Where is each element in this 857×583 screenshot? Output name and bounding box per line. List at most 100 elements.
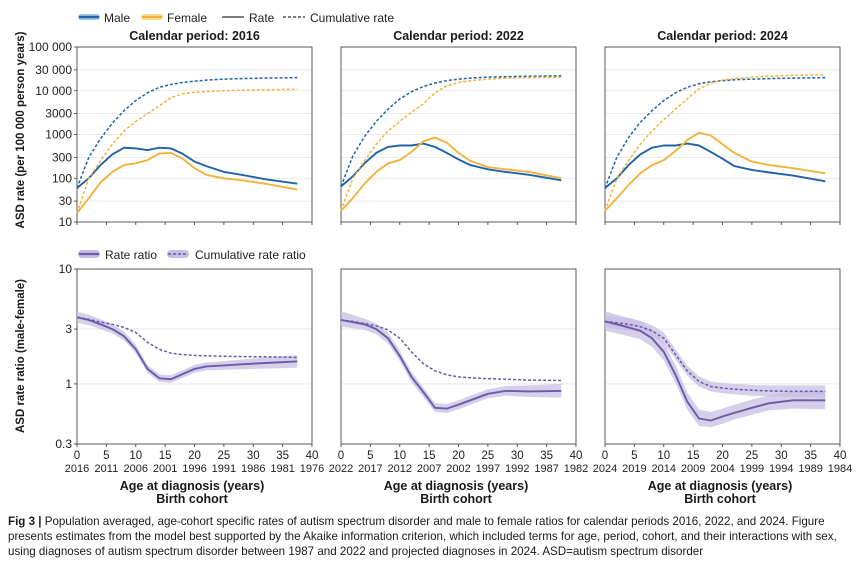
x-tick-label: 35: [804, 450, 817, 462]
x-cohort-tick-label: 1976: [300, 463, 324, 475]
x-cohort-tick-label: 2006: [124, 463, 148, 475]
figure-canvas: Male Female Rate Cumulative rate Rate ra…: [15, 11, 852, 506]
x-cohort-tick-label: 1992: [505, 463, 529, 475]
x-tick-label: 15: [159, 450, 172, 462]
series-line: [76, 76, 298, 189]
x-cohort-tick-label: 2019: [622, 463, 646, 475]
x-tick-label: 5: [367, 450, 373, 462]
y-tick-label: 0.3: [55, 437, 72, 451]
x-axis-label-col2: Age at diagnosis (years): [384, 479, 529, 493]
x-axis-label-col3: Age at diagnosis (years): [648, 479, 793, 493]
panel-title: Calendar period: 2016: [129, 29, 260, 43]
chart-panel-3: Calendar period: 2024: [604, 29, 841, 225]
x-cohort-tick-label: 1994: [769, 463, 793, 475]
x-cohort-tick-label: 2007: [417, 463, 441, 475]
series-line: [340, 75, 562, 187]
y-tick-label: 300: [52, 150, 72, 164]
x-axis-label-col1: Age at diagnosis (years): [120, 479, 265, 493]
caption-text: Population averaged, age-cohort specific…: [8, 515, 837, 558]
series-line: [604, 74, 826, 212]
series-line: [340, 136, 562, 212]
series-line: [604, 142, 826, 189]
plot-frame: [340, 268, 577, 445]
female-legend-label: Female: [167, 11, 207, 25]
x-cohort-tick-label: 2009: [681, 463, 705, 475]
x-cohort-tick-label: 2001: [153, 463, 177, 475]
x-cohort-tick-label: 1987: [534, 463, 558, 475]
series-line: [604, 320, 826, 393]
x-cohort-tick-label: 1996: [182, 463, 206, 475]
x-cohort-tick-label: 2022: [329, 463, 353, 475]
x-tick-label: 25: [481, 450, 494, 462]
y-tick-label: 100 000: [29, 40, 73, 54]
x-cohort-tick-label: 1984: [828, 463, 852, 475]
y-tick-label: 10: [59, 262, 73, 276]
y-tick-label: 10 000: [35, 84, 72, 98]
x-tick-label: 10: [129, 450, 142, 462]
x-cohort-tick-label: 1989: [798, 463, 822, 475]
y-tick-label: 1000: [45, 128, 72, 142]
x-cohort-tick-label: 1986: [241, 463, 265, 475]
series-line: [76, 316, 298, 381]
cumulative-legend-label: Cumulative rate: [310, 11, 394, 25]
x-tick-label: 20: [188, 450, 201, 462]
series-line: [76, 151, 298, 214]
x-tick-label: 0: [602, 450, 608, 462]
series-line: [76, 88, 298, 214]
x-tick-label: 30: [511, 450, 524, 462]
x-cohort-tick-label: 1999: [740, 463, 764, 475]
x-tick-label: 40: [834, 450, 847, 462]
x-cohort-tick-label: 2014: [652, 463, 676, 475]
x-cohort-tick-label: 2004: [710, 463, 734, 475]
series-line: [604, 76, 826, 189]
series-line: [340, 76, 562, 212]
series-line: [604, 320, 826, 422]
x-cohort-tick-label: 2017: [358, 463, 382, 475]
chart-panel-1: 10 30 100 300 1000 3000 10 000 30 000 100 000 Cal…: [29, 29, 313, 229]
x-tick-label: 35: [276, 450, 289, 462]
x-tick-label: 10: [657, 450, 670, 462]
x-tick-label: 15: [687, 450, 700, 462]
bottom-y-axis-label: ASD rate ratio (male-female): [15, 279, 27, 433]
x2-axis-label-col3: Birth cohort: [684, 492, 756, 506]
y-tick-label: 100: [52, 171, 72, 185]
series-line: [340, 142, 562, 188]
x-cohort-tick-label: 1991: [212, 463, 236, 475]
x-tick-label: 30: [775, 450, 788, 462]
x-tick-label: 40: [306, 450, 319, 462]
x-tick-label: 5: [103, 450, 109, 462]
x-tick-label: 20: [452, 450, 465, 462]
x-tick-label: 35: [540, 450, 553, 462]
series-line: [76, 146, 298, 189]
top-y-axis-label: ASD rate (per 100 000 person years): [15, 31, 27, 228]
x-tick-label: 0: [338, 450, 344, 462]
cumulative-ratio-legend-label: Cumulative rate ratio: [195, 248, 306, 262]
series-line: [604, 131, 826, 212]
chart-panel-2: Calendar period: 2022: [340, 29, 577, 225]
x-cohort-tick-label: 2016: [65, 463, 89, 475]
bottom-legend: Rate ratio Cumulative rate ratio: [78, 248, 306, 262]
x-tick-label: 10: [393, 450, 406, 462]
y-tick-label: 3: [65, 322, 72, 336]
x-tick-label: 0: [74, 450, 80, 462]
x-tick-label: 25: [745, 450, 758, 462]
y-tick-label: 30 000: [35, 63, 72, 77]
x-cohort-tick-label: 1982: [564, 463, 588, 475]
x-tick-label: 40: [570, 450, 583, 462]
y-tick-label: 3000: [45, 107, 72, 121]
rate-legend-label: Rate: [249, 11, 275, 25]
x-tick-label: 5: [631, 450, 637, 462]
panel-title: Calendar period: 2022: [393, 29, 524, 43]
x-cohort-tick-label: 2002: [446, 463, 470, 475]
male-legend-label: Male: [104, 11, 130, 25]
figure-caption: Fig 3 | Population averaged, age-cohort …: [8, 514, 850, 559]
x2-axis-label-col2: Birth cohort: [420, 492, 492, 506]
x-tick-label: 30: [247, 450, 260, 462]
x-cohort-tick-label: 2012: [388, 463, 412, 475]
x-cohort-tick-label: 2024: [593, 463, 617, 475]
x-tick-label: 20: [716, 450, 729, 462]
y-tick-label: 10: [59, 215, 73, 229]
plot-frame: [76, 268, 313, 445]
